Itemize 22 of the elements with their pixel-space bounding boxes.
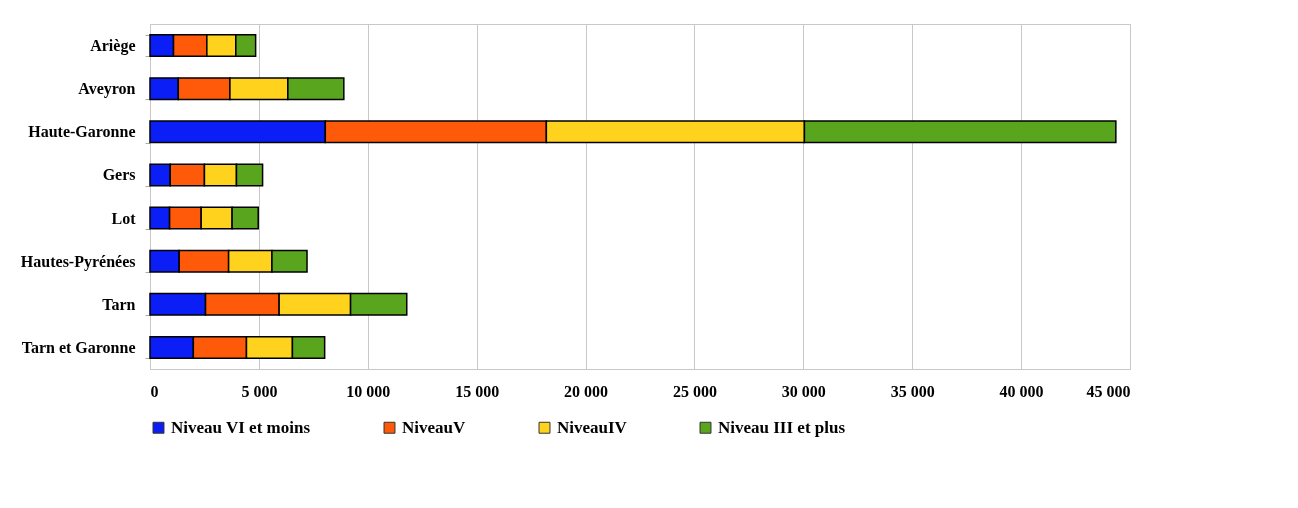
x-tick-label: 40 000 (999, 382, 1044, 400)
y-tick-label: Ariège (90, 37, 136, 56)
y-tick-label: Tarn et Garonne (21, 338, 136, 356)
legend-label: NiveauIV (557, 417, 628, 437)
legend-label: NiveauV (402, 417, 466, 437)
x-tick-label: 0 (150, 382, 159, 400)
y-tick-label: Hautes-Pyrénées (20, 252, 136, 271)
x-tick-label: 30 000 (781, 382, 826, 400)
x-tick-label: 45 000 (1086, 382, 1131, 400)
x-tick-label: 35 000 (890, 382, 935, 400)
y-tick-label: Haute-Garonne (28, 123, 136, 141)
x-tick-label: 10 000 (346, 382, 391, 400)
x-tick-label: 15 000 (455, 382, 500, 400)
y-tick-label: Lot (111, 209, 137, 227)
y-tick-label: Tarn (102, 295, 136, 313)
legend-label: Niveau III et plus (718, 417, 846, 437)
x-tick-label: 25 000 (672, 382, 717, 400)
x-tick-label: 20 000 (564, 382, 609, 400)
y-tick-label: Aveyron (78, 80, 136, 99)
legend-label: Niveau VI et moins (171, 417, 311, 437)
x-tick-label: 5 000 (241, 382, 278, 400)
y-tick-label: Gers (102, 166, 136, 184)
